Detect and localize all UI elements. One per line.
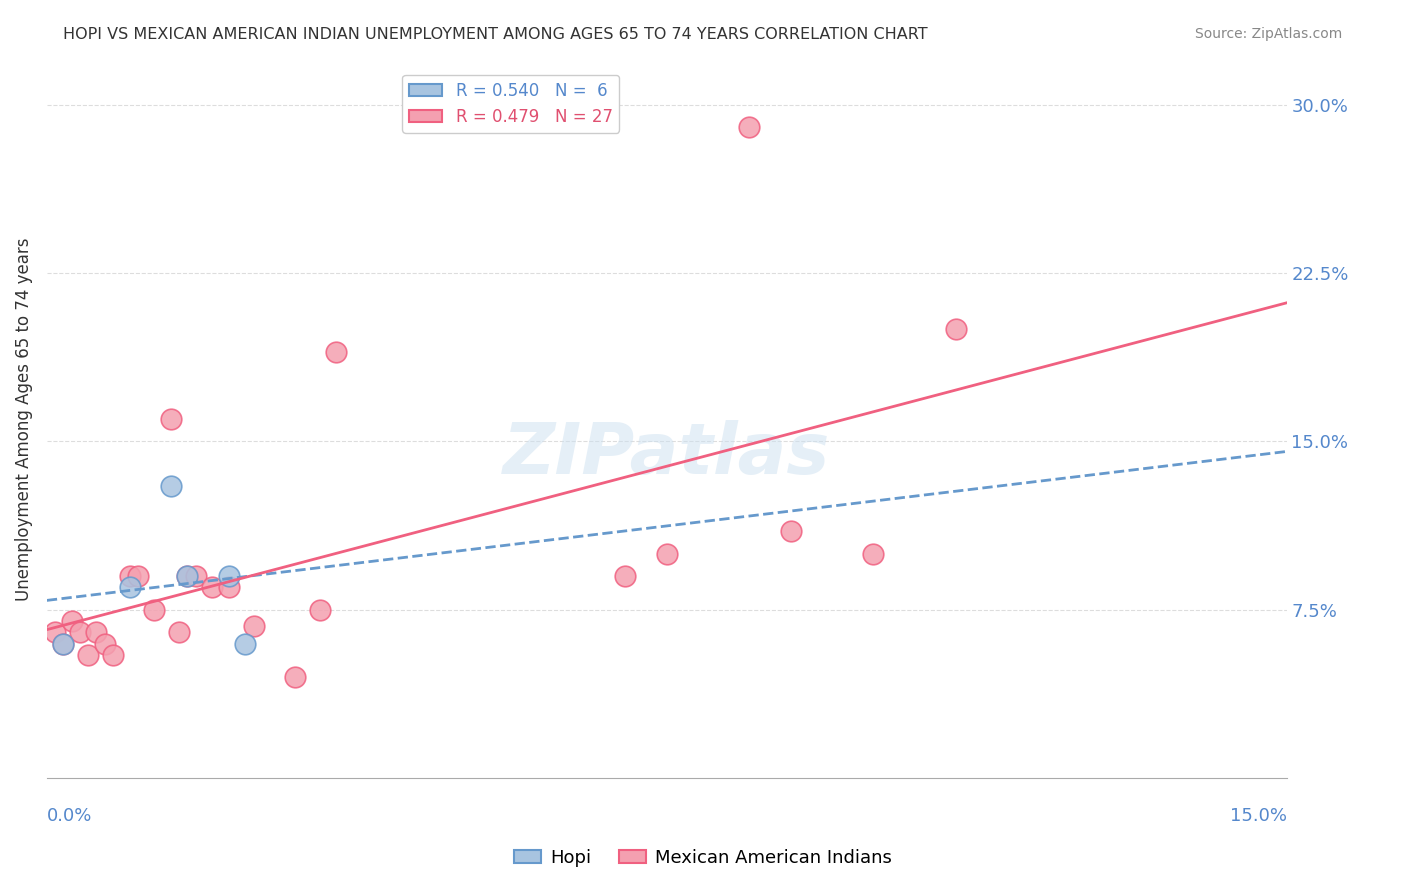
Point bbox=[325, 344, 347, 359]
Point bbox=[201, 580, 224, 594]
Point bbox=[118, 580, 141, 594]
Point bbox=[284, 670, 307, 684]
Point bbox=[945, 322, 967, 336]
Point bbox=[160, 412, 183, 426]
Point bbox=[738, 120, 761, 134]
Legend: Hopi, Mexican American Indians: Hopi, Mexican American Indians bbox=[508, 842, 898, 874]
Point bbox=[176, 569, 198, 583]
Point bbox=[44, 625, 66, 640]
Point bbox=[143, 603, 166, 617]
Text: ZIPatlas: ZIPatlas bbox=[503, 420, 831, 490]
Point bbox=[127, 569, 149, 583]
Point bbox=[52, 636, 75, 650]
Point bbox=[655, 547, 678, 561]
Point bbox=[77, 648, 100, 662]
Point bbox=[118, 569, 141, 583]
Point bbox=[308, 603, 330, 617]
Point bbox=[176, 569, 198, 583]
Point bbox=[233, 636, 256, 650]
Point bbox=[160, 479, 183, 493]
Point bbox=[93, 636, 115, 650]
Text: 0.0%: 0.0% bbox=[46, 807, 93, 825]
Text: 15.0%: 15.0% bbox=[1230, 807, 1286, 825]
Point bbox=[779, 524, 801, 539]
Point bbox=[184, 569, 207, 583]
Y-axis label: Unemployment Among Ages 65 to 74 years: Unemployment Among Ages 65 to 74 years bbox=[15, 237, 32, 600]
Point bbox=[614, 569, 637, 583]
Point bbox=[218, 569, 240, 583]
Point bbox=[167, 625, 190, 640]
Point bbox=[862, 547, 884, 561]
Text: Source: ZipAtlas.com: Source: ZipAtlas.com bbox=[1195, 27, 1343, 41]
Text: HOPI VS MEXICAN AMERICAN INDIAN UNEMPLOYMENT AMONG AGES 65 TO 74 YEARS CORRELATI: HOPI VS MEXICAN AMERICAN INDIAN UNEMPLOY… bbox=[63, 27, 928, 42]
Point bbox=[86, 625, 108, 640]
Legend: R = 0.540   N =  6, R = 0.479   N = 27: R = 0.540 N = 6, R = 0.479 N = 27 bbox=[402, 75, 619, 133]
Point bbox=[52, 636, 75, 650]
Point bbox=[69, 625, 91, 640]
Point bbox=[218, 580, 240, 594]
Point bbox=[101, 648, 124, 662]
Point bbox=[60, 614, 83, 628]
Point bbox=[242, 618, 264, 632]
